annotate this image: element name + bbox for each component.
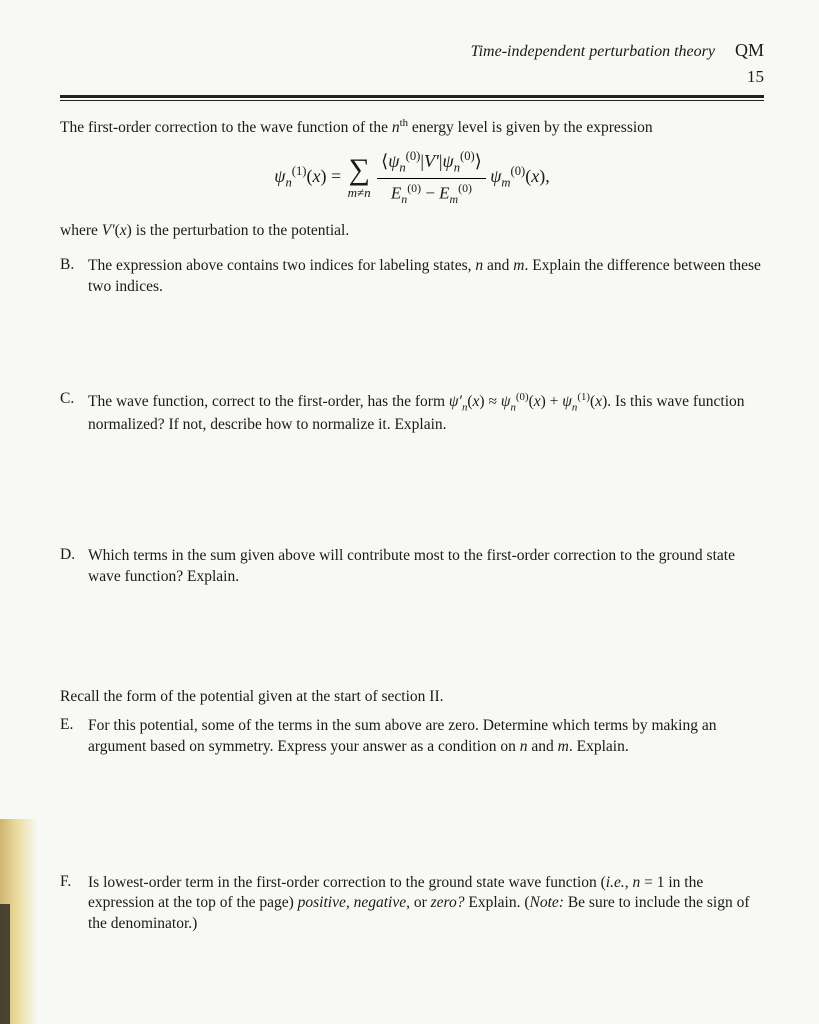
question-body: For this potential, some of the terms in…	[88, 716, 764, 758]
eq-lhs: ψn(1)(x) =	[274, 166, 345, 186]
question-letter: D.	[60, 546, 88, 588]
question-body: Which terms in the sum given above will …	[88, 546, 764, 588]
question-letter: F.	[60, 873, 88, 936]
question-E: E. For this potential, some of the terms…	[60, 716, 764, 758]
page-header: Time-independent perturbation theory QM	[60, 40, 764, 61]
eq-denominator: En(0) − Em(0)	[377, 179, 486, 206]
page-number: 15	[747, 67, 764, 87]
question-D: D. Which terms in the sum given above wi…	[60, 546, 764, 588]
intro-text: The first-order correction to the wave f…	[60, 117, 764, 137]
question-body: The wave function, correct to the first-…	[88, 390, 764, 436]
question-C: C. The wave function, correct to the fir…	[60, 390, 764, 436]
header-label: QM	[735, 40, 764, 61]
question-letter: B.	[60, 256, 88, 298]
where-text: where V′(x) is the perturbation to the p…	[60, 222, 764, 240]
equation-block: ψn(1)(x) = ∑ m≠n ⟨ψn(0)|V′|ψn(0)⟩ En(0) …	[60, 149, 764, 206]
eq-sum-sub: m≠n	[348, 185, 371, 201]
eq-sum: ∑ m≠n	[348, 155, 371, 201]
question-letter: E.	[60, 716, 88, 758]
scan-edge-dark	[0, 904, 10, 1024]
recall-text: Recall the form of the potential given a…	[60, 688, 764, 706]
question-body: Is lowest-order term in the first-order …	[88, 873, 764, 936]
eq-fraction: ⟨ψn(0)|V′|ψn(0)⟩ En(0) − Em(0)	[377, 149, 486, 206]
horizontal-rule	[60, 95, 764, 101]
question-F: F. Is lowest-order term in the first-ord…	[60, 873, 764, 936]
page-number-row: 15	[60, 67, 764, 87]
question-body: The expression above contains two indice…	[88, 256, 764, 298]
question-letter: C.	[60, 390, 88, 436]
eq-tail: ψm(0)(x),	[490, 166, 549, 186]
eq-numerator: ⟨ψn(0)|V′|ψn(0)⟩	[377, 149, 486, 179]
header-title: Time-independent perturbation theory	[471, 43, 715, 61]
question-B: B. The expression above contains two ind…	[60, 256, 764, 298]
